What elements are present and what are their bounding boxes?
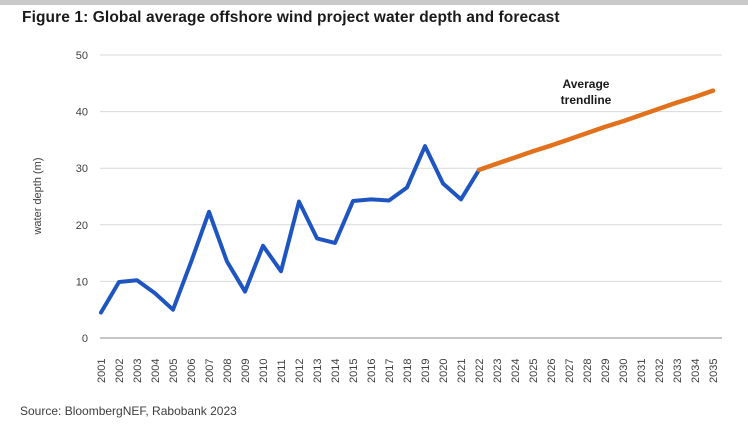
x-tick-label: 2016	[366, 359, 378, 383]
x-tick-label: 2020	[438, 359, 450, 383]
y-tick-label: 30	[76, 163, 88, 175]
y-axis-title: water depth (m)	[32, 157, 44, 235]
x-tick-label: 2018	[402, 359, 414, 383]
x-tick-label: 2012	[294, 359, 306, 383]
x-tick-label: 2028	[582, 359, 594, 383]
x-tick-label: 2031	[636, 359, 648, 383]
y-tick-label: 50	[76, 50, 88, 62]
trendline-annotation: Average trendline	[560, 77, 612, 107]
x-tick-label: 2033	[672, 359, 684, 383]
x-tick-label: 2030	[618, 359, 630, 383]
y-tick-label: 0	[82, 333, 88, 345]
x-tick-label: 2013	[312, 359, 324, 383]
x-tick-label: 2026	[546, 359, 558, 383]
x-tick-label: 2002	[114, 359, 126, 383]
y-tick-label: 10	[76, 276, 88, 288]
x-tick-label: 2003	[132, 359, 144, 383]
forecast-trendline	[476, 88, 716, 173]
source-note: Source: BloombergNEF, Rabobank 2023	[20, 404, 237, 418]
x-tick-label: 2017	[384, 359, 396, 383]
actual-depth-line	[99, 144, 481, 315]
x-tick-label: 2001	[96, 359, 108, 383]
x-tick-label: 2022	[474, 359, 486, 383]
x-tick-label: 2008	[222, 359, 234, 383]
figure-title: Figure 1: Global average offshore wind p…	[22, 9, 560, 26]
x-tick-label: 2010	[258, 359, 270, 383]
x-tick-label: 2006	[186, 359, 198, 383]
x-tick-label: 2027	[564, 359, 576, 383]
top-border	[0, 0, 748, 5]
x-tick-label: 2011	[276, 359, 288, 383]
y-tick-label: 40	[76, 107, 88, 119]
x-tick-label: 2005	[168, 359, 180, 383]
x-tick-label: 2015	[348, 359, 360, 383]
x-tick-label: 2009	[240, 359, 252, 383]
x-tick-label: 2029	[600, 359, 612, 383]
x-tick-label: 2025	[528, 359, 540, 383]
x-tick-label: 2032	[654, 359, 666, 383]
x-tick-label: 2034	[690, 359, 702, 383]
y-tick-label: 20	[76, 220, 88, 232]
x-tick-label: 2014	[330, 359, 342, 383]
x-tick-label: 2007	[204, 359, 216, 383]
x-tick-label: 2021	[456, 359, 468, 383]
x-tick-label: 2023	[492, 359, 504, 383]
x-tick-label: 2019	[420, 359, 432, 383]
x-tick-label: 2004	[150, 359, 162, 383]
x-tick-label: 2035	[708, 359, 720, 383]
x-tick-label: 2024	[510, 359, 522, 383]
